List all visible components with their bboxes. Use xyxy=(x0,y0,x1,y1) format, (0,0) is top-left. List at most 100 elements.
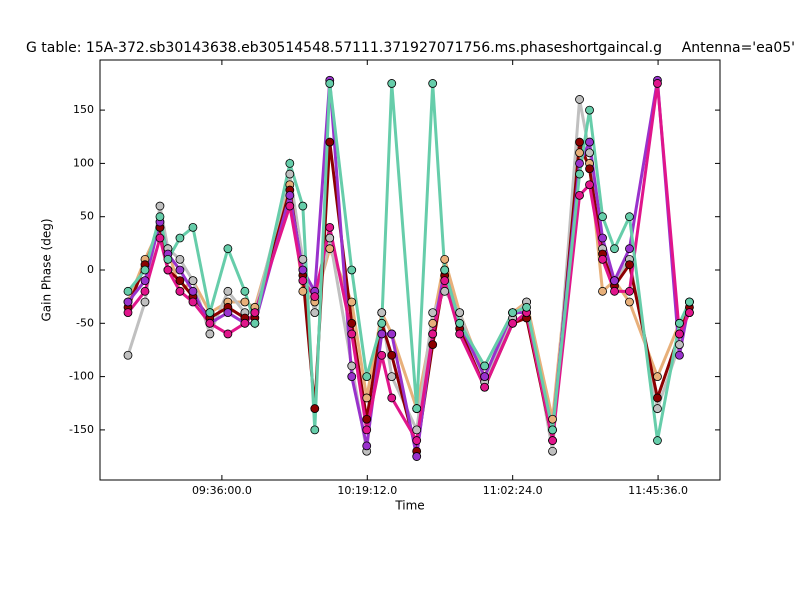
data-point xyxy=(347,329,357,339)
data-point xyxy=(387,329,397,339)
data-point xyxy=(188,286,198,296)
data-point xyxy=(387,79,397,88)
y-tick-label: 150 xyxy=(73,103,94,116)
chart-subtitle: Antenna='ea05' xyxy=(682,40,795,56)
data-point xyxy=(175,276,185,286)
data-point xyxy=(123,350,133,360)
data-point xyxy=(123,297,133,307)
data-point xyxy=(347,372,357,381)
plot-area xyxy=(123,75,694,461)
data-point xyxy=(347,265,357,275)
data-point xyxy=(298,286,308,296)
data-point xyxy=(428,318,438,328)
data-point xyxy=(205,308,215,318)
y-axis-label: Gain Phase (deg) xyxy=(40,218,54,321)
data-point xyxy=(653,436,662,445)
data-point xyxy=(610,244,619,254)
data-point xyxy=(585,105,594,115)
data-point xyxy=(585,148,594,158)
y-tick-label: 100 xyxy=(73,156,94,169)
data-point xyxy=(387,350,397,360)
x-tick-label: 11:45:36.0 xyxy=(628,484,688,497)
data-point xyxy=(140,297,150,307)
data-point xyxy=(250,308,260,318)
data-point xyxy=(362,393,372,403)
data-point xyxy=(428,308,438,318)
data-point xyxy=(675,350,684,360)
data-point xyxy=(508,308,518,318)
y-tick-label: -100 xyxy=(69,370,94,383)
data-point xyxy=(653,79,662,88)
data-point xyxy=(155,212,165,222)
data-point xyxy=(347,361,357,371)
data-point xyxy=(175,254,185,264)
data-point xyxy=(675,318,684,328)
data-point xyxy=(610,276,619,286)
y-tick-label: -50 xyxy=(76,316,94,329)
data-point xyxy=(298,276,308,286)
data-point xyxy=(625,260,634,270)
data-point xyxy=(455,318,465,328)
data-point xyxy=(362,425,372,435)
data-point xyxy=(377,329,387,339)
data-point xyxy=(575,169,584,179)
data-point xyxy=(377,308,387,318)
series-line xyxy=(126,99,691,452)
data-point xyxy=(310,425,320,435)
x-tick-label: 10:19:12.0 xyxy=(337,484,397,497)
data-point xyxy=(325,233,335,243)
data-point xyxy=(522,302,531,312)
series-line xyxy=(126,83,691,441)
data-point xyxy=(298,265,308,275)
data-point xyxy=(240,297,250,307)
data-point xyxy=(598,254,607,264)
data-point xyxy=(123,308,133,318)
data-point xyxy=(175,265,185,275)
x-tick-label: 09:36:00.0 xyxy=(192,484,252,497)
data-point xyxy=(362,372,372,381)
data-point xyxy=(480,382,490,392)
data-point xyxy=(155,233,165,243)
x-axis-label: Time xyxy=(394,499,424,513)
data-point xyxy=(440,286,450,296)
data-point xyxy=(675,340,684,350)
y-tick-label: 0 xyxy=(87,263,94,276)
data-point xyxy=(347,318,357,328)
data-point xyxy=(480,372,490,381)
data-point xyxy=(362,441,372,451)
data-point xyxy=(585,180,594,190)
x-tick-label: 11:02:24.0 xyxy=(483,484,543,497)
data-point xyxy=(575,137,584,147)
data-point xyxy=(548,436,557,445)
data-point xyxy=(412,425,422,435)
data-point xyxy=(548,425,557,435)
data-point xyxy=(123,286,133,296)
data-point xyxy=(325,244,335,254)
data-point xyxy=(223,244,233,254)
data-point xyxy=(188,297,198,307)
data-point xyxy=(377,350,387,360)
data-point xyxy=(240,286,250,296)
data-point xyxy=(175,233,185,243)
data-point xyxy=(548,414,557,424)
data-point xyxy=(455,329,465,339)
data-point xyxy=(325,137,335,147)
data-point xyxy=(585,137,594,147)
data-point xyxy=(205,318,215,328)
data-point xyxy=(298,254,308,264)
data-point xyxy=(480,361,490,371)
data-point xyxy=(223,308,233,318)
data-point xyxy=(325,222,335,232)
data-point xyxy=(610,286,619,296)
chart-title: G table: 15A-372.sb30143638.eb30514548.5… xyxy=(26,40,662,56)
data-point xyxy=(685,297,694,307)
y-tick-label: 50 xyxy=(80,210,94,223)
data-point xyxy=(625,297,634,307)
data-point xyxy=(625,212,634,222)
data-point xyxy=(163,254,173,264)
data-point xyxy=(625,244,634,254)
data-point xyxy=(250,318,260,328)
data-point xyxy=(598,233,607,243)
data-point xyxy=(653,372,662,381)
